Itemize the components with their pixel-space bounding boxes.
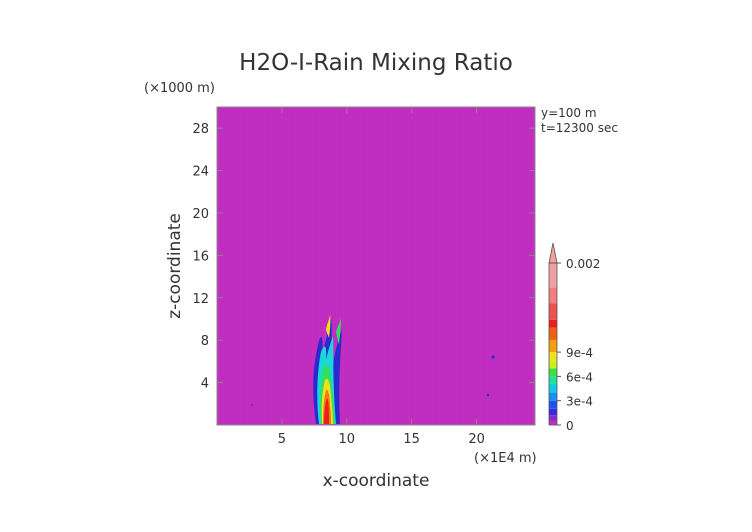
colorbar-tick-label: 0.002 [566, 257, 600, 271]
x-tick-label: 10 [339, 432, 356, 447]
colorbar-ticks: 0 3e-4 6e-4 9e-4 0.002 [557, 257, 600, 433]
colorbar-segment [549, 376, 557, 385]
colorbar-tick-label: 6e-4 [566, 370, 593, 384]
feature-dot [250, 403, 254, 407]
x-unit-label: (×1E4 m) [474, 451, 537, 466]
colorbar-segment [549, 319, 557, 328]
colorbar-segment [549, 392, 557, 401]
colorbar-segment [549, 303, 557, 320]
y-tick-label: 20 [192, 207, 209, 222]
colorbar-segment [549, 339, 557, 353]
colorbar-segments [549, 263, 557, 425]
rain-plume [313, 315, 342, 424]
y-unit-label: (×1000 m) [144, 81, 215, 96]
y-axis: 4 8 12 16 20 24 28 [192, 122, 535, 392]
x-tick-label: 15 [403, 432, 420, 447]
colorbar: 0 3e-4 6e-4 9e-4 0.002 [548, 242, 600, 433]
colorbar-segment [549, 400, 557, 409]
y-axis-label: z-coordinate [165, 213, 185, 319]
colorbar-segment [549, 352, 557, 361]
colorbar-segment [549, 360, 557, 369]
colorbar-segment [549, 384, 557, 393]
annotation-block: y=100 m t=12300 sec [541, 106, 618, 135]
colorbar-extend-arrow [548, 242, 558, 264]
x-axis-label: x-coordinate [323, 471, 430, 491]
plot-frame [216, 106, 536, 426]
colorbar-tick-label: 9e-4 [566, 346, 593, 360]
colorbar-frame [548, 262, 558, 426]
feature-dot [486, 393, 490, 397]
y-tick-label: 12 [192, 292, 209, 307]
x-tick-label: 5 [278, 432, 286, 447]
annotation-t: t=12300 sec [541, 121, 618, 135]
plot-grid-texture [217, 107, 535, 425]
y-tick-label: 24 [192, 165, 209, 180]
colorbar-segment [549, 263, 557, 288]
x-tick-label: 20 [468, 432, 485, 447]
chart-title: H2O-I-Rain Mixing Ratio [239, 50, 513, 76]
y-tick-label: 16 [192, 249, 209, 264]
y-tick-label: 4 [201, 377, 209, 392]
annotation-y: y=100 m [541, 106, 597, 120]
colorbar-segment [549, 287, 557, 304]
colorbar-segment [549, 415, 557, 421]
x-axis: 5 10 15 20 [278, 107, 485, 447]
y-tick-label: 28 [192, 122, 209, 137]
colorbar-tick-label: 3e-4 [566, 395, 593, 409]
colorbar-segment [549, 408, 557, 416]
y-tick-label: 8 [201, 334, 209, 349]
colorbar-segment [549, 368, 557, 377]
feature-dot [491, 355, 495, 359]
colorbar-tick-label: 0 [566, 419, 574, 433]
colorbar-segment [549, 420, 557, 425]
colorbar-segment [549, 327, 557, 340]
plot-area [216, 106, 536, 426]
small-features [250, 355, 495, 407]
